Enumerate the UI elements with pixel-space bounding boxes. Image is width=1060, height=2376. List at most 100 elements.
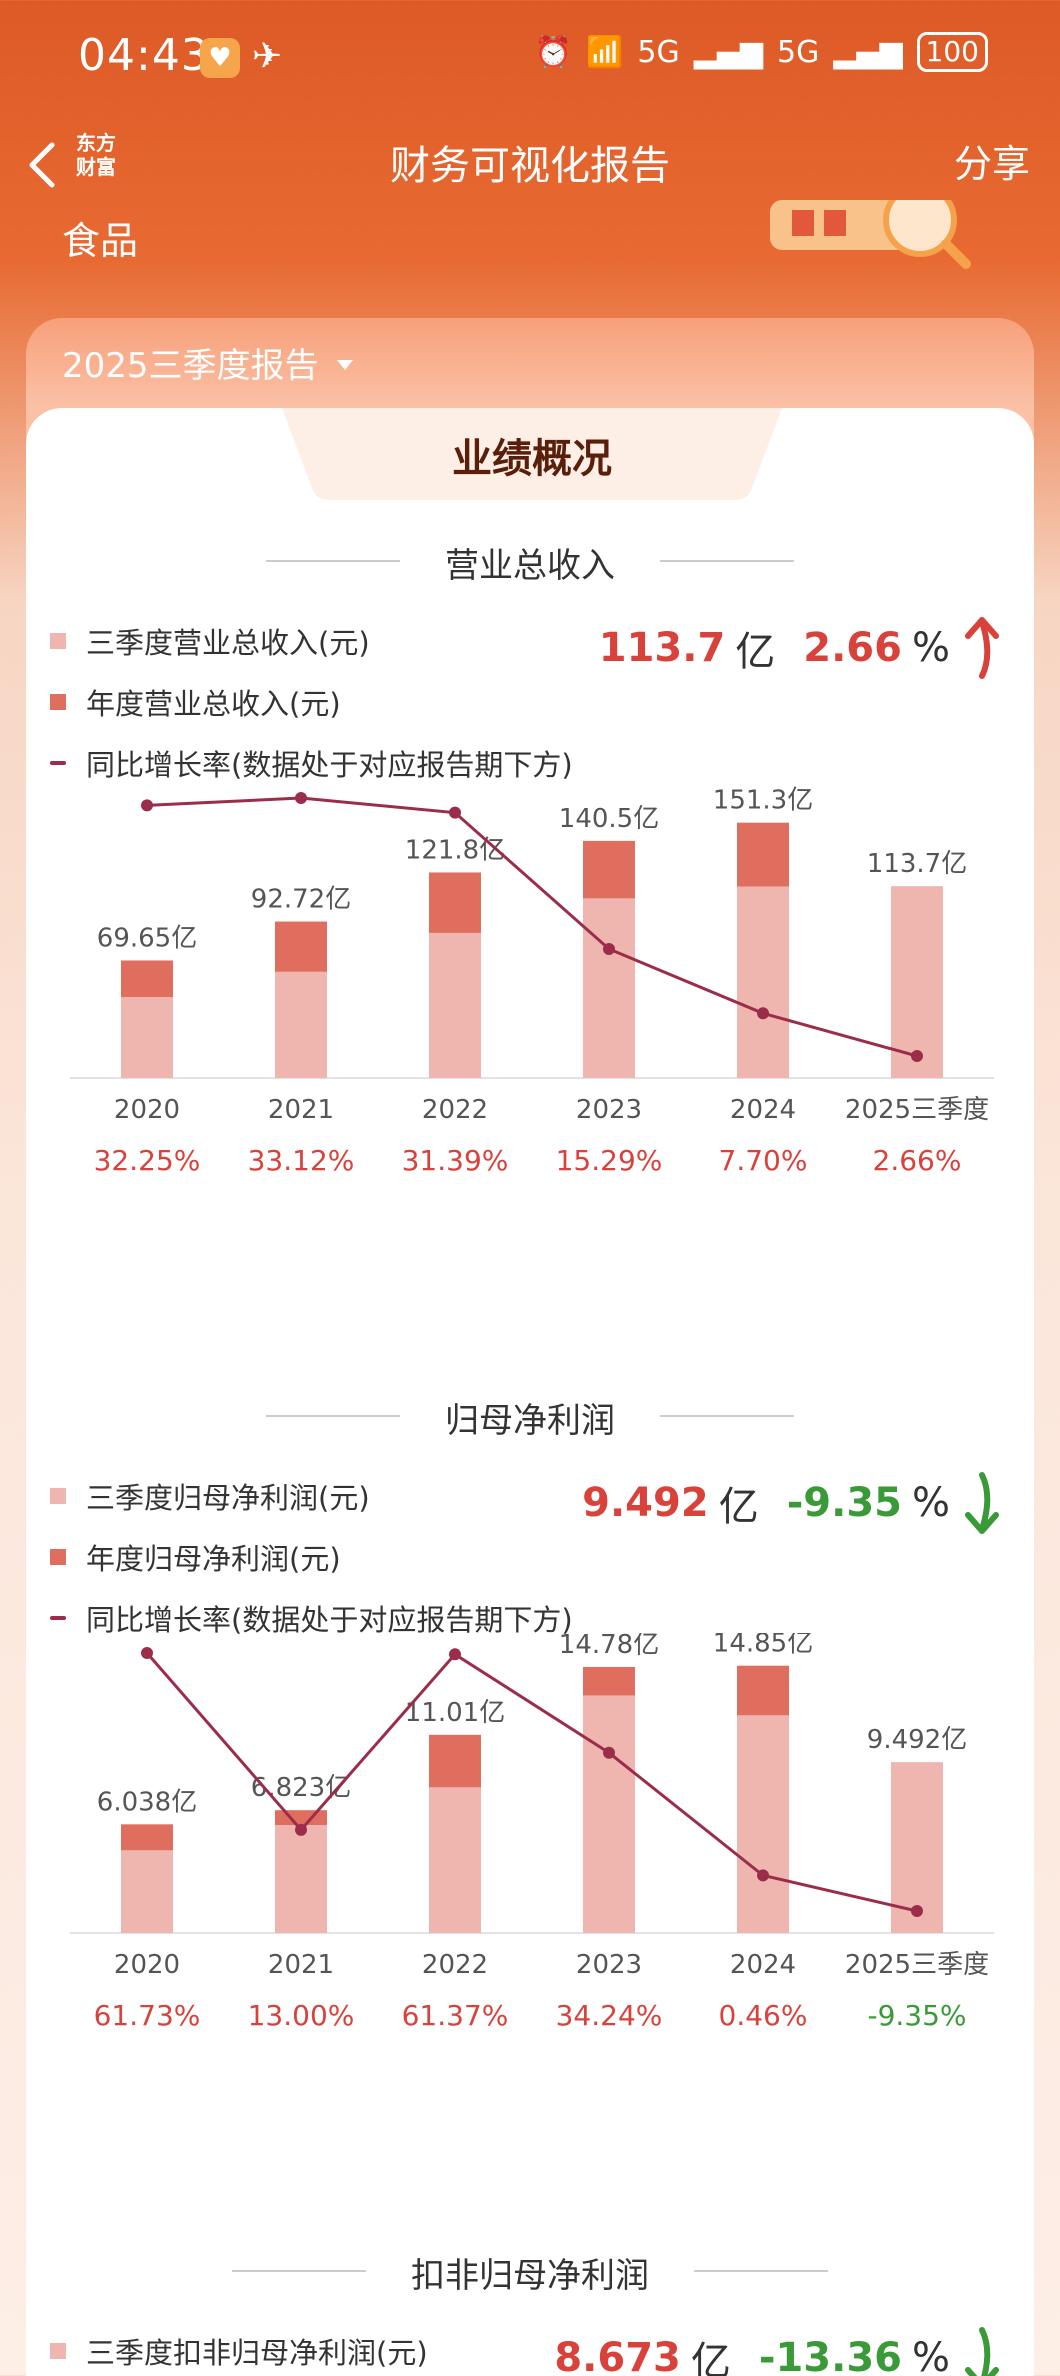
kpi-percent-sign: % <box>911 1480 950 1526</box>
growth-point <box>911 1905 923 1917</box>
chart-legend: 三季度归母净利润(元) 年度归母净利润(元) 同比增长率(数据处于对应报告期下方… <box>50 1465 573 1648</box>
divider <box>266 1415 400 1417</box>
period-label: 2025三季度报告 <box>62 346 319 386</box>
net-profit-section: 归母净利润 三季度归母净利润(元) 年度归母净利润(元) 同比增长率(数据处于对… <box>26 1393 1034 2173</box>
kpi-percent-sign: % <box>911 625 950 671</box>
x-tick-label: 2021 <box>268 1095 334 1125</box>
share-button[interactable]: 分享 <box>953 142 1030 186</box>
arrow-down-icon <box>965 2327 999 2376</box>
x-tick-label: 2020 <box>114 1095 180 1125</box>
report-illustration-icon <box>770 200 971 269</box>
kpi-summary: 9.492 亿 -9.35 % <box>582 1471 1004 1535</box>
growth-rate-label: 61.37% <box>402 1999 509 2032</box>
legend-item: 年度归母净利润(元) <box>50 1526 573 1587</box>
growth-point <box>295 792 307 804</box>
x-tick-label: 2023 <box>576 1095 642 1125</box>
legend-swatch <box>50 632 66 649</box>
deducted-net-profit-section: 扣非归母净利润 三季度扣非归母净利润(元) 8.673 亿 -13.36 % <box>26 2248 1034 2376</box>
status-time: 04:43 <box>78 30 210 81</box>
legend-item: 同比增长率(数据处于对应报告期下方) <box>50 1587 573 1648</box>
legend-label: 同比增长率(数据处于对应报告期下方) <box>86 1602 573 1637</box>
back-icon[interactable] <box>22 135 62 195</box>
growth-point <box>757 1007 769 1020</box>
kpi-unit: 亿 <box>735 629 776 675</box>
growth-rate-label: 33.12% <box>248 1144 355 1177</box>
growth-point <box>449 1648 461 1661</box>
legend-swatch <box>50 1487 66 1504</box>
kpi-unit: 亿 <box>718 1484 759 1530</box>
chart-legend: 三季度扣非归母净利润(元) <box>50 2320 428 2376</box>
legend-item: 同比增长率(数据处于对应报告期下方) <box>50 732 573 793</box>
section-tab-background <box>282 408 782 500</box>
legend-swatch <box>50 1615 66 1620</box>
kpi-summary: 113.7 亿 2.66 % <box>599 616 1004 680</box>
revenue-chart: 69.65亿 2020 32.25% 92.72亿 2021 33.12% 121.8亿 20… <box>70 786 994 1177</box>
legend-item: 三季度营业总收入(元) <box>50 610 573 671</box>
wifi-icon: 📶 <box>586 34 624 70</box>
status-bar: 04:43 ♥ ✈ ⏰ 📶 5G ▂▄▆ 5G ▂▄▆ 100 <box>0 0 1060 115</box>
divider <box>660 1415 794 1417</box>
x-tick-label: 2025三季度 <box>845 1950 989 1980</box>
brand-logo: 东方财富 <box>76 131 116 179</box>
q3-bar <box>275 971 327 1078</box>
bar-value-label: 9.492亿 <box>867 1725 967 1755</box>
growth-rate-label: 32.25% <box>94 1144 201 1177</box>
kpi-percent-sign: % <box>911 2335 950 2376</box>
legend-label: 年度归母净利润(元) <box>86 1541 341 1576</box>
q3-bar <box>737 886 789 1078</box>
x-tick-label: 2024 <box>730 1950 796 1980</box>
growth-point <box>911 1050 923 1062</box>
x-tick-label: 2020 <box>114 1950 180 1980</box>
q3-bar <box>429 1787 481 1933</box>
subsection-title: 扣非归母净利润 <box>411 2256 649 2296</box>
signal-icon: ▂▄▆ <box>693 34 763 70</box>
kpi-summary: 8.673 亿 -13.36 % <box>554 2326 1004 2376</box>
net-profit-chart: 6.038亿 2020 61.73% 6.823亿 2021 13.00% 11.01亿 20… <box>70 1633 994 2032</box>
growth-point <box>141 799 153 812</box>
bar-value-label: 140.5亿 <box>559 804 659 834</box>
x-tick-label: 2025三季度 <box>845 1095 989 1125</box>
bar-value-label: 11.01亿 <box>405 1698 505 1728</box>
signal-label-2: 5G <box>776 34 820 70</box>
status-indicators: ⏰ 📶 5G ▂▄▆ 5G ▂▄▆ 100 <box>535 32 988 72</box>
bar-value-label: 6.823亿 <box>251 1773 351 1803</box>
growth-rate-label: 0.46% <box>719 1999 808 2032</box>
growth-rate-label: -9.35% <box>867 1999 966 2032</box>
q3-bar <box>583 898 635 1078</box>
paper-plane-icon: ✈ <box>252 36 283 77</box>
q3-bar <box>891 886 943 1078</box>
bar-value-label: 69.65亿 <box>97 923 197 953</box>
x-tick-label: 2024 <box>730 1095 796 1125</box>
alarm-icon: ⏰ <box>534 34 573 70</box>
section-title: 业绩概况 <box>452 436 612 482</box>
company-name: 食品 <box>62 219 139 263</box>
x-tick-label: 2022 <box>422 1095 488 1125</box>
q3-bar <box>121 997 173 1078</box>
section-tab: 业绩概况 <box>282 408 782 500</box>
growth-point <box>449 806 461 819</box>
q3-bar <box>429 932 481 1078</box>
kpi-value: 9.492 <box>582 1480 709 1526</box>
nav-bar: 东方财富 财务可视化报告 分享 <box>0 115 1060 215</box>
growth-point <box>757 1869 769 1882</box>
growth-rate-label: 34.24% <box>556 1999 663 2032</box>
legend-swatch <box>50 760 66 765</box>
battery-icon: 100 <box>916 32 988 72</box>
growth-rate-label: 61.73% <box>94 1999 201 2032</box>
legend-item: 年度营业总收入(元) <box>50 671 573 732</box>
x-tick-label: 2022 <box>422 1950 488 1980</box>
legend-swatch <box>50 693 66 710</box>
report-card: 业绩概况 营业总收入 三季度营业总收入(元) 年度营业总收入(元) 同比增长率(… <box>26 408 1034 2376</box>
divider <box>660 560 794 562</box>
kpi-change: -13.36 <box>758 2335 902 2376</box>
growth-rate-label: 2.66% <box>873 1144 962 1177</box>
q3-bar <box>737 1715 789 1933</box>
legend-label: 三季度扣非归母净利润(元) <box>86 2335 428 2370</box>
bar-value-label: 14.85亿 <box>713 1633 813 1659</box>
legend-label: 三季度营业总收入(元) <box>86 625 370 660</box>
signal-icon: ▂▄▆ <box>833 34 903 70</box>
signal-label-1: 5G <box>637 34 680 70</box>
kpi-change: -9.35 <box>786 1480 902 1526</box>
period-selector[interactable]: 2025三季度报告 <box>62 338 353 387</box>
bar-value-label: 6.038亿 <box>97 1787 197 1817</box>
